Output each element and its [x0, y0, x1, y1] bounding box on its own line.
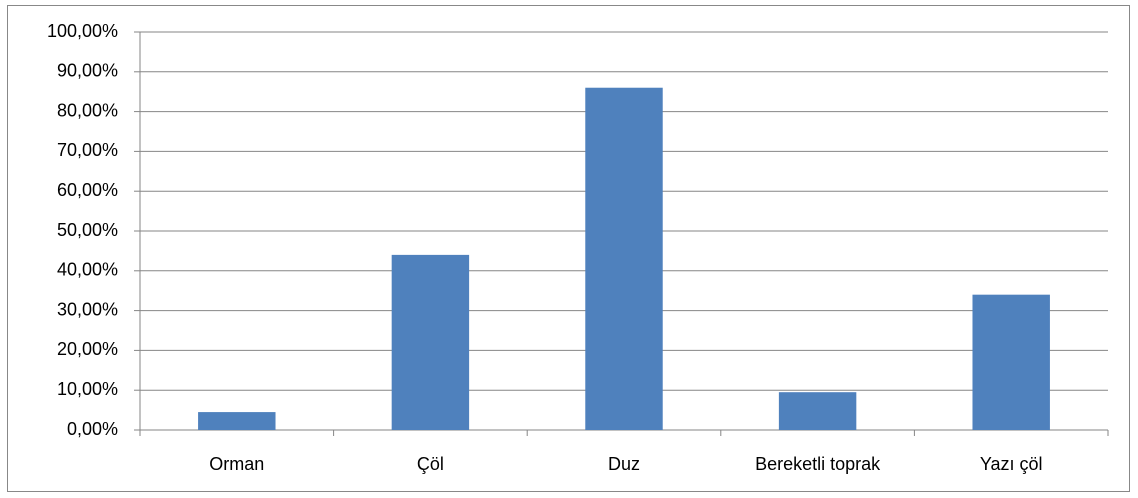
x-tick-label: Bereketli toprak	[755, 454, 881, 474]
bar	[585, 87, 663, 430]
chart-border	[7, 5, 1130, 492]
y-tick-label: 100,00%	[47, 21, 118, 41]
y-tick-label: 10,00%	[57, 379, 118, 399]
y-tick-label: 30,00%	[57, 299, 118, 319]
bar	[391, 254, 470, 430]
x-tick-label: Yazı çöl	[980, 454, 1043, 474]
y-tick-label: 70,00%	[57, 140, 118, 160]
y-tick-label: 40,00%	[57, 260, 118, 280]
y-tick-label: 90,00%	[57, 61, 118, 81]
y-tick-label: 80,00%	[57, 100, 118, 120]
y-tick-label: 60,00%	[57, 180, 118, 200]
x-tick-label: Duz	[608, 454, 640, 474]
bar	[972, 294, 1050, 430]
bar	[778, 392, 857, 430]
x-tick-label: Çöl	[417, 454, 444, 474]
x-tick-label: Orman	[209, 454, 264, 474]
y-tick-label: 50,00%	[57, 220, 118, 240]
bar	[198, 412, 276, 430]
y-tick-label: 20,00%	[57, 339, 118, 359]
y-tick-label: 0,00%	[67, 419, 118, 439]
